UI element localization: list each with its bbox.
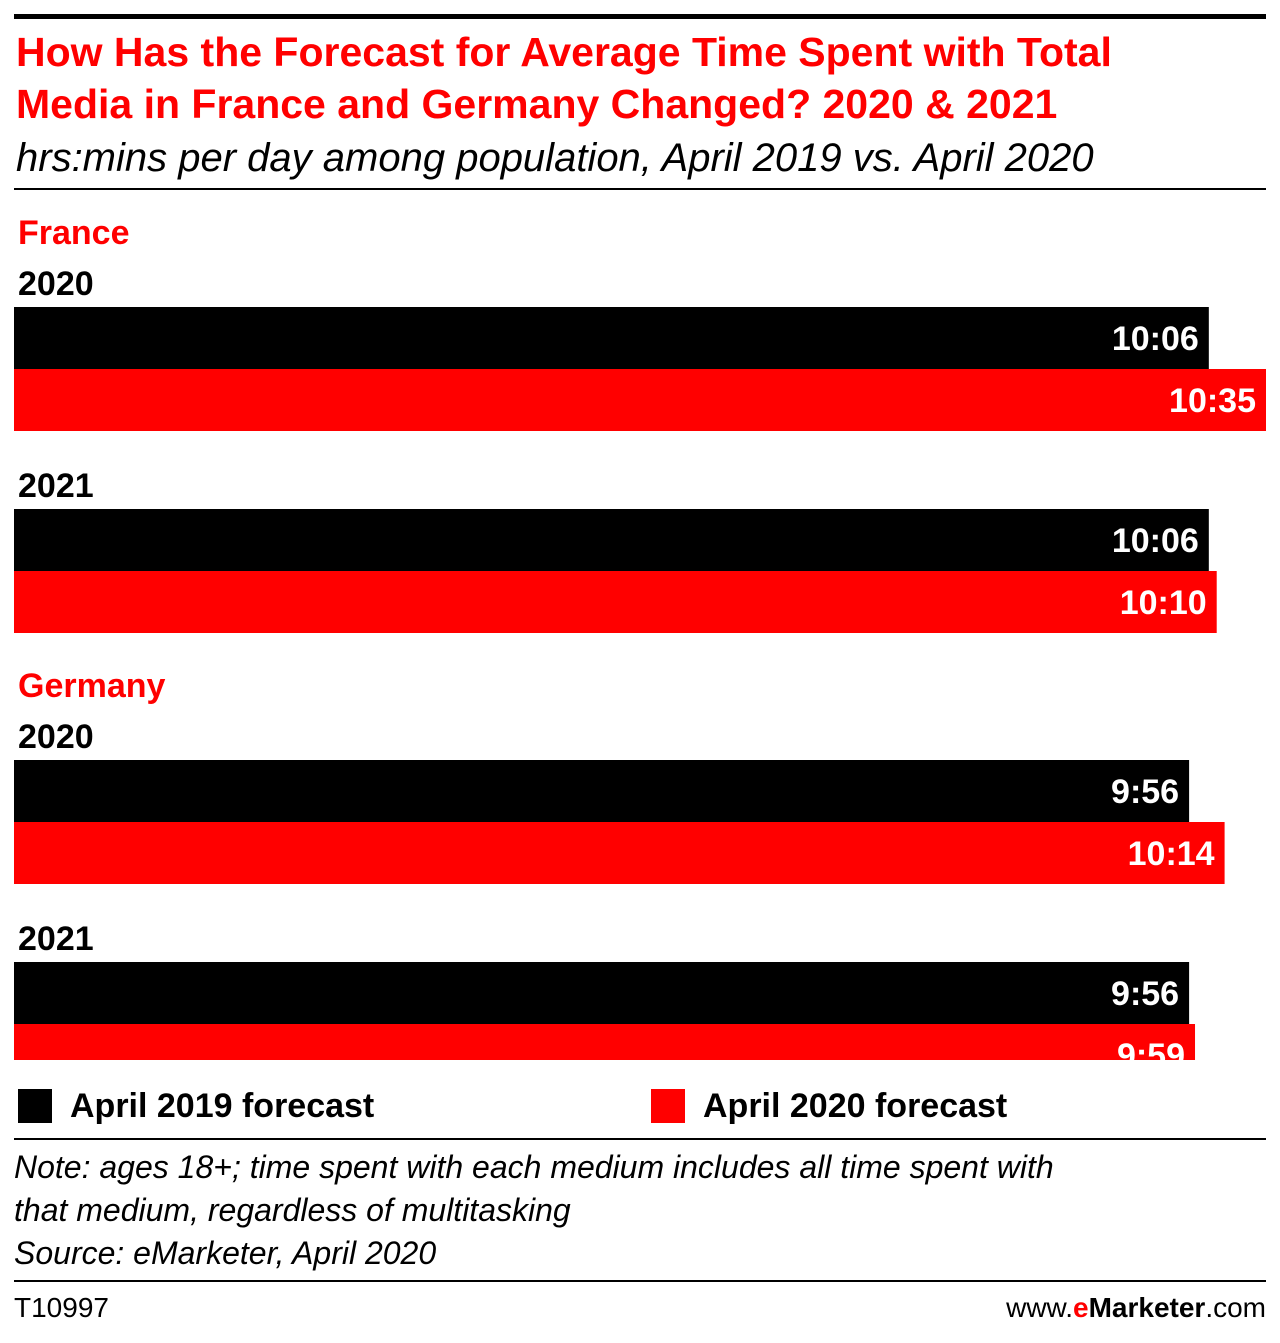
legend-label-2019: April 2019 forecast [70,1086,375,1125]
group-label-france: France [18,214,130,252]
brand-prefix: www. [1006,1292,1073,1323]
brand-url[interactable]: www.eMarketer.com [1006,1290,1266,1326]
data-label-france-2021-2019: 10:06 [1112,522,1199,560]
legend-item-2020: April 2020 forecast [651,1086,1007,1126]
source-line: Source: eMarketer, April 2020 [14,1235,437,1271]
data-label-germany-2021-2019: 9:56 [1111,975,1179,1013]
footer-divider [14,1280,1266,1282]
legend-label-2020: April 2020 forecast [703,1086,1008,1125]
bar-germany-2020-2019 [14,760,1190,822]
top-rule [14,14,1266,19]
note-line2: that medium, regardless of multitasking [14,1192,571,1228]
chart-title-line2: Media in France and Germany Changed? 202… [16,81,1058,127]
data-label-germany-2020-2019: 9:56 [1111,773,1179,811]
data-label-france-2020-2019: 10:06 [1112,320,1199,358]
legend-item-2019: April 2019 forecast [18,1086,374,1126]
data-label-france-2020-2020: 10:35 [1169,382,1256,420]
group-label-germany: Germany [18,667,165,705]
data-label-germany-2020-2020: 10:14 [1128,835,1215,873]
category-label-france-2021: 2021 [18,467,94,505]
bar-france-2021-2020 [14,571,1217,633]
bar-france-2020-2020 [14,369,1266,431]
data-label-france-2021-2020: 10:10 [1120,584,1207,622]
legend-swatch-2020 [651,1089,685,1123]
chart-title-line1: How Has the Forecast for Average Time Sp… [16,29,1112,75]
chart-note: Note: ages 18+; time spent with each med… [14,1146,1264,1275]
legend-swatch-2019 [18,1089,52,1123]
bar-germany-2020-2020 [14,822,1225,884]
subtitle-divider [14,188,1266,190]
brand-e: e [1073,1292,1089,1323]
chart-title: How Has the Forecast for Average Time Sp… [16,26,1266,130]
note-line1: Note: ages 18+; time spent with each med… [14,1149,1054,1185]
bar-germany-2021-2020 [14,1024,1196,1060]
bar-france-2021-2019 [14,509,1209,571]
chart-id: T10997 [14,1292,109,1323]
brand-name: Marketer [1088,1292,1206,1323]
bar-chart: France 2020 10:06 10:35 2021 10:06 10:10 German… [14,214,1266,1060]
bar-france-2020-2019 [14,307,1209,369]
legend-divider [14,1138,1266,1140]
category-label-france-2020: 2020 [18,265,94,303]
category-label-germany-2021: 2021 [18,920,94,958]
category-label-germany-2020: 2020 [18,718,94,756]
bar-germany-2021-2019 [14,962,1190,1024]
brand-suffix: .com [1205,1292,1266,1323]
chart-subtitle: hrs:mins per day among population, April… [16,136,1094,180]
data-label-germany-2021-2020: 9:59 [1117,1037,1185,1060]
